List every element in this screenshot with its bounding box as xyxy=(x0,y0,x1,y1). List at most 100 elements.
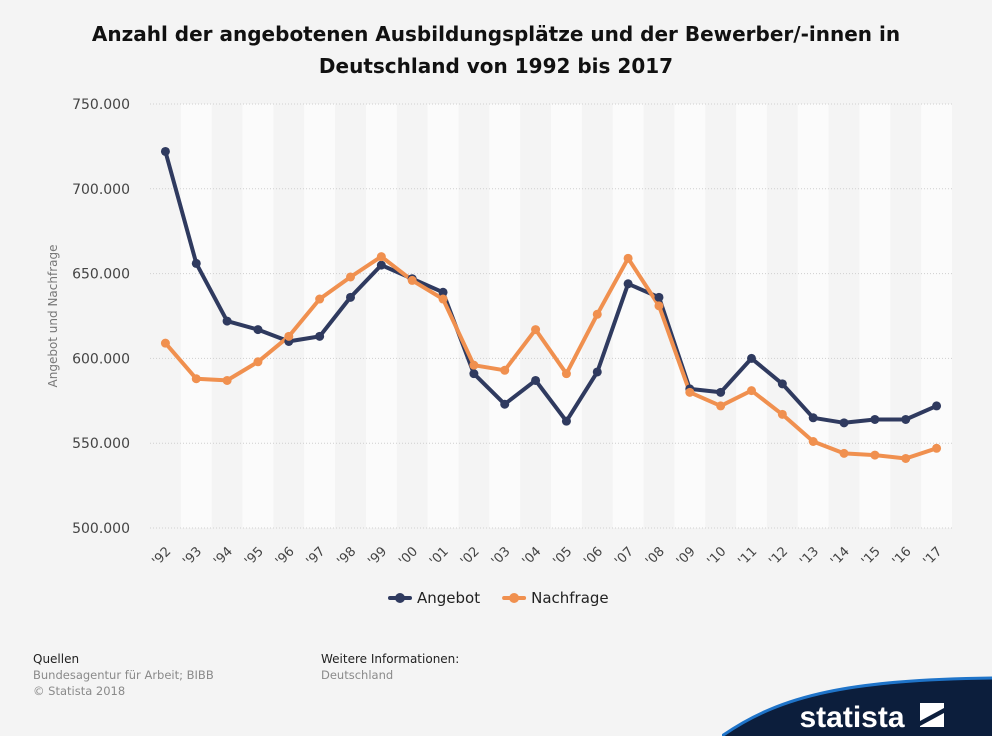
data-point-nachfrage xyxy=(654,301,664,311)
x-tick-label: '02 xyxy=(458,544,483,569)
data-point-nachfrage xyxy=(808,437,818,447)
data-point-nachfrage xyxy=(685,387,695,397)
y-tick-label: 550.000 xyxy=(72,436,130,452)
x-tick-label: '09 xyxy=(674,544,699,569)
x-tick-label: '14 xyxy=(828,544,853,569)
x-tick-label: '96 xyxy=(273,544,298,569)
data-point-angebot xyxy=(901,414,911,424)
data-point-nachfrage xyxy=(901,453,911,463)
data-point-angebot xyxy=(716,387,726,397)
series-line-nachfrage xyxy=(163,254,939,461)
sources-block: Quellen Bundesagentur für Arbeit; BIBB ©… xyxy=(33,651,214,699)
x-tick-label: '13 xyxy=(797,544,822,569)
sources-line-1: Bundesagentur für Arbeit; BIBB xyxy=(33,668,214,682)
x-tick-label: '07 xyxy=(612,544,637,569)
statista-brand-banner: statista xyxy=(722,676,992,736)
data-point-nachfrage xyxy=(469,360,479,370)
data-point-nachfrage xyxy=(561,369,571,379)
data-point-nachfrage xyxy=(346,272,355,282)
data-point-nachfrage xyxy=(253,357,263,367)
column-band xyxy=(674,104,706,528)
data-point-nachfrage xyxy=(747,386,756,396)
data-point-nachfrage xyxy=(932,443,942,453)
data-point-nachfrage xyxy=(531,325,541,335)
statista-logo-text: statista xyxy=(799,701,904,734)
y-tick-label: 500.000 xyxy=(72,521,130,537)
column-band xyxy=(736,104,767,528)
y-tick-label: 700.000 xyxy=(72,182,130,198)
data-point-angebot xyxy=(222,316,232,326)
data-point-nachfrage xyxy=(438,294,448,304)
data-point-nachfrage xyxy=(191,374,201,384)
x-tick-label: '01 xyxy=(427,544,452,569)
legend-swatch-marker xyxy=(509,593,520,603)
y-tick-label: 750.000 xyxy=(72,97,130,113)
sources-heading: Quellen xyxy=(33,652,80,666)
data-point-angebot xyxy=(315,331,325,341)
data-point-nachfrage xyxy=(284,331,294,341)
info-heading: Weitere Informationen: xyxy=(321,652,460,666)
data-point-nachfrage xyxy=(623,253,633,263)
data-point-nachfrage xyxy=(500,365,510,375)
data-point-angebot xyxy=(839,418,849,428)
data-point-angebot xyxy=(531,375,541,385)
x-tick-label: '12 xyxy=(766,544,791,569)
x-tick-label: '95 xyxy=(242,544,267,569)
x-tick-label: '98 xyxy=(334,544,359,569)
column-band xyxy=(921,104,952,528)
data-point-nachfrage xyxy=(376,252,386,262)
data-point-nachfrage xyxy=(160,338,170,348)
x-tick-label: '97 xyxy=(304,544,329,569)
data-point-angebot xyxy=(346,292,355,302)
chart-title-line-2: Deutschland von 1992 bis 2017 xyxy=(318,54,674,78)
y-axis-label: Angebot und Nachfrage xyxy=(46,245,60,388)
info-line-1: Deutschland xyxy=(321,668,394,682)
data-point-angebot xyxy=(561,416,571,426)
data-point-nachfrage xyxy=(592,309,602,319)
x-tick-label: '03 xyxy=(489,544,514,569)
data-point-angebot xyxy=(160,146,170,156)
column-band xyxy=(304,104,336,528)
x-tick-label: '93 xyxy=(180,544,205,569)
data-point-angebot xyxy=(253,325,263,335)
data-point-nachfrage xyxy=(870,450,880,460)
data-point-angebot xyxy=(654,292,664,302)
data-point-angebot xyxy=(376,260,386,270)
data-point-nachfrage xyxy=(716,401,726,411)
x-tick-label: '11 xyxy=(735,544,760,569)
x-tick-label: '04 xyxy=(520,544,545,569)
x-tick-label: '15 xyxy=(859,544,884,569)
column-band xyxy=(242,104,274,528)
data-point-nachfrage xyxy=(839,448,849,458)
data-point-angebot xyxy=(623,279,633,289)
x-tick-label: '99 xyxy=(365,544,390,569)
column-band xyxy=(180,104,212,528)
data-point-nachfrage xyxy=(315,294,325,304)
data-point-angebot xyxy=(932,401,942,411)
chart-title-line-1: Anzahl der angebotenen Ausbildungsplätze… xyxy=(91,22,901,46)
info-block: Weitere Informationen: Deutschland xyxy=(321,651,459,683)
x-tick-label: '94 xyxy=(211,544,236,569)
data-point-nachfrage xyxy=(222,375,232,385)
series-line-angebot xyxy=(163,149,939,425)
data-point-angebot xyxy=(469,369,479,379)
x-tick-label: '10 xyxy=(705,544,730,569)
data-point-angebot xyxy=(747,353,756,363)
data-point-angebot xyxy=(438,287,448,297)
x-tick-label: '17 xyxy=(921,544,946,569)
statista-logo-icon xyxy=(920,703,944,727)
column-band xyxy=(797,104,829,528)
legend-swatch-marker xyxy=(395,593,405,603)
legend-label: Nachfrage xyxy=(531,589,609,607)
data-point-angebot xyxy=(808,413,818,423)
column-band xyxy=(859,104,891,528)
data-point-angebot xyxy=(191,258,201,268)
x-tick-label: '08 xyxy=(643,544,668,569)
data-point-angebot xyxy=(592,367,602,377)
y-tick-label: 600.000 xyxy=(72,351,130,367)
data-point-nachfrage xyxy=(407,275,417,285)
column-band xyxy=(489,104,521,528)
column-band xyxy=(551,104,582,528)
data-point-nachfrage xyxy=(777,409,787,419)
